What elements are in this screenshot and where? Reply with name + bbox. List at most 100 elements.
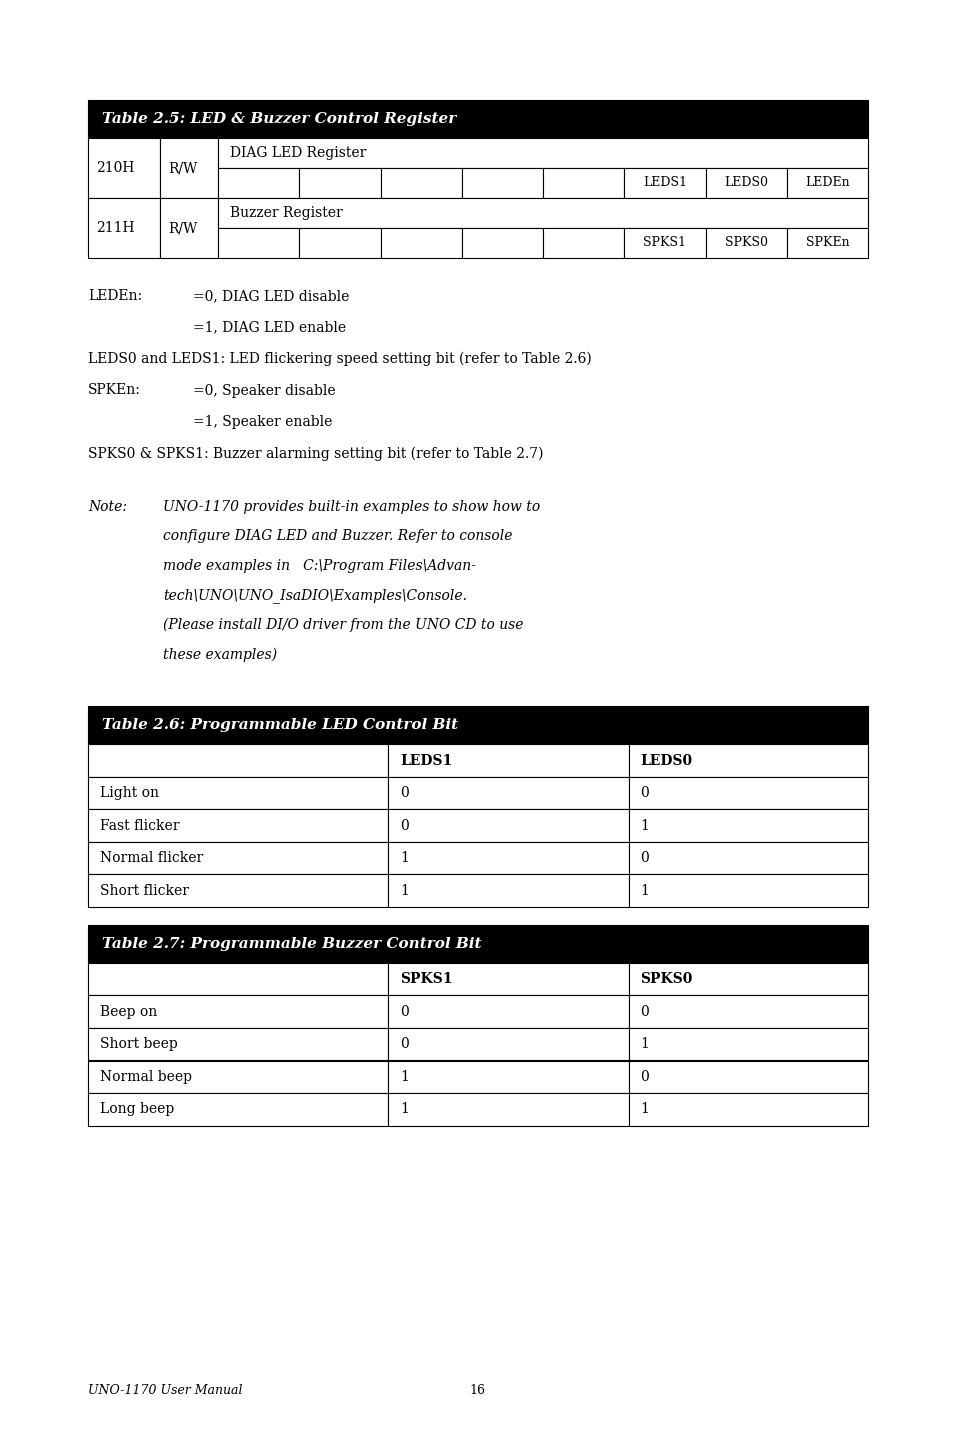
Text: 0: 0 xyxy=(400,787,409,801)
Bar xyxy=(628,995,867,1028)
Text: 0: 0 xyxy=(639,851,649,865)
Bar xyxy=(542,227,623,257)
Bar xyxy=(388,745,628,776)
Text: =0, DIAG LED disable: =0, DIAG LED disable xyxy=(193,289,349,303)
Text: SPKS1: SPKS1 xyxy=(642,236,685,249)
Bar xyxy=(88,745,388,776)
Text: LEDS1: LEDS1 xyxy=(400,754,452,768)
Bar xyxy=(299,167,380,197)
Bar xyxy=(628,875,867,907)
Bar xyxy=(388,776,628,809)
Bar xyxy=(88,809,388,842)
Text: 16: 16 xyxy=(469,1383,484,1397)
Bar xyxy=(88,1061,388,1093)
Text: Long beep: Long beep xyxy=(100,1103,174,1117)
Bar xyxy=(628,1028,867,1061)
Text: 211H: 211H xyxy=(96,222,134,235)
Text: 0: 0 xyxy=(639,1005,649,1018)
Bar xyxy=(88,925,867,962)
Bar xyxy=(380,167,461,197)
Bar xyxy=(628,745,867,776)
Bar xyxy=(705,227,786,257)
Text: SPKS0: SPKS0 xyxy=(639,972,692,987)
Bar xyxy=(218,227,299,257)
Text: LEDS1: LEDS1 xyxy=(642,176,686,190)
Text: 1: 1 xyxy=(639,819,649,832)
Bar xyxy=(461,167,542,197)
Text: LEDS0 and LEDS1: LED flickering speed setting bit (refer to Table 2.6): LEDS0 and LEDS1: LED flickering speed se… xyxy=(88,352,591,366)
Bar xyxy=(88,706,867,745)
Text: 210H: 210H xyxy=(96,162,134,174)
Bar xyxy=(542,167,623,197)
Bar xyxy=(388,1028,628,1061)
Bar xyxy=(88,995,388,1028)
Bar xyxy=(628,809,867,842)
Bar xyxy=(88,875,388,907)
Text: SPKEn: SPKEn xyxy=(804,236,848,249)
Text: 0: 0 xyxy=(639,1070,649,1084)
Text: Fast flicker: Fast flicker xyxy=(100,819,179,832)
Bar xyxy=(388,962,628,995)
Text: LEDS0: LEDS0 xyxy=(723,176,767,190)
Text: these examples): these examples) xyxy=(163,648,276,662)
Bar xyxy=(160,197,218,257)
Bar xyxy=(388,995,628,1028)
Bar xyxy=(88,1028,388,1061)
Bar xyxy=(388,809,628,842)
Text: SPKS0 & SPKS1: Buzzer alarming setting bit (refer to Table 2.7): SPKS0 & SPKS1: Buzzer alarming setting b… xyxy=(88,446,543,460)
Bar xyxy=(786,167,867,197)
Bar xyxy=(299,227,380,257)
Text: mode examples in   C:\Program Files\Advan-: mode examples in C:\Program Files\Advan- xyxy=(163,559,476,573)
Text: DIAG LED Register: DIAG LED Register xyxy=(230,146,366,160)
Text: UNO-1170 provides built-in examples to show how to: UNO-1170 provides built-in examples to s… xyxy=(163,500,539,513)
Text: Normal flicker: Normal flicker xyxy=(100,851,203,865)
Bar xyxy=(628,1061,867,1093)
Bar xyxy=(88,100,867,139)
Text: LEDEn: LEDEn xyxy=(804,176,849,190)
Text: SPKS1: SPKS1 xyxy=(400,972,453,987)
Text: 1: 1 xyxy=(400,1103,409,1117)
Bar xyxy=(623,227,705,257)
Bar xyxy=(88,962,388,995)
Text: Normal beep: Normal beep xyxy=(100,1070,192,1084)
Text: 1: 1 xyxy=(639,1103,649,1117)
Bar xyxy=(88,842,388,875)
Text: =1, DIAG LED enable: =1, DIAG LED enable xyxy=(193,320,346,335)
Text: Buzzer Register: Buzzer Register xyxy=(230,206,342,220)
Bar xyxy=(628,1093,867,1125)
Text: Beep on: Beep on xyxy=(100,1005,157,1018)
Bar xyxy=(705,167,786,197)
Text: SPKS0: SPKS0 xyxy=(724,236,767,249)
Bar xyxy=(786,227,867,257)
Text: Table 2.5: LED & Buzzer Control Register: Table 2.5: LED & Buzzer Control Register xyxy=(102,112,456,126)
Bar xyxy=(218,197,867,227)
Text: 1: 1 xyxy=(400,1070,409,1084)
Bar xyxy=(628,776,867,809)
Text: 0: 0 xyxy=(400,1005,409,1018)
Bar xyxy=(88,776,388,809)
Text: 1: 1 xyxy=(400,851,409,865)
Text: Note:: Note: xyxy=(88,500,127,513)
Bar xyxy=(218,167,299,197)
Text: Table 2.6: Programmable LED Control Bit: Table 2.6: Programmable LED Control Bit xyxy=(102,718,457,732)
Bar xyxy=(628,842,867,875)
Text: SPKEn:: SPKEn: xyxy=(88,383,141,398)
Text: Short flicker: Short flicker xyxy=(100,884,189,898)
Text: Light on: Light on xyxy=(100,787,159,801)
Bar xyxy=(628,962,867,995)
Text: 1: 1 xyxy=(639,884,649,898)
Bar xyxy=(380,227,461,257)
Bar xyxy=(388,842,628,875)
Text: Table 2.7: Programmable Buzzer Control Bit: Table 2.7: Programmable Buzzer Control B… xyxy=(102,937,481,951)
Text: UNO-1170 User Manual: UNO-1170 User Manual xyxy=(88,1383,242,1397)
Text: configure DIAG LED and Buzzer. Refer to console: configure DIAG LED and Buzzer. Refer to … xyxy=(163,529,512,543)
Bar xyxy=(388,1093,628,1125)
Text: =0, Speaker disable: =0, Speaker disable xyxy=(193,383,335,398)
Text: 0: 0 xyxy=(400,819,409,832)
Text: (Please install DI/O driver from the UNO CD to use: (Please install DI/O driver from the UNO… xyxy=(163,618,523,632)
Bar xyxy=(388,875,628,907)
Text: 1: 1 xyxy=(400,884,409,898)
Bar xyxy=(88,1093,388,1125)
Bar xyxy=(218,139,867,167)
Text: 1: 1 xyxy=(639,1037,649,1051)
